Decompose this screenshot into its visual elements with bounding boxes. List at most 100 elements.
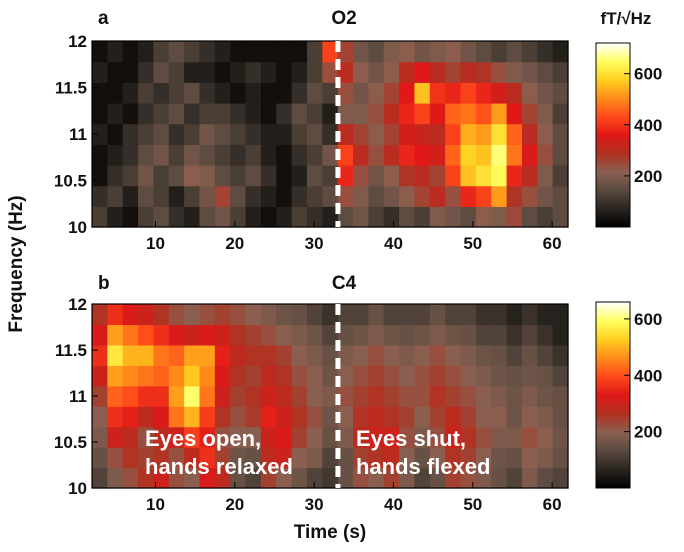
heat-cell xyxy=(122,185,139,207)
heat-cell xyxy=(138,406,155,428)
heat-cell xyxy=(337,206,354,228)
heat-cell xyxy=(306,123,323,145)
heat-cell xyxy=(337,385,354,407)
heat-cell xyxy=(322,185,339,207)
heat-cell xyxy=(337,82,354,104)
heat-cell xyxy=(414,144,431,166)
heat-cell xyxy=(107,467,124,489)
heat-cell xyxy=(429,385,446,407)
y-tick-label: 10.5 xyxy=(54,172,87,191)
heat-cell xyxy=(138,344,155,366)
annotation-hands-flexed: hands flexed xyxy=(356,454,490,479)
heat-cell xyxy=(214,185,231,207)
heat-cell xyxy=(107,385,124,407)
heat-cell xyxy=(306,324,323,346)
heat-cell xyxy=(199,103,216,125)
heat-cell xyxy=(245,82,262,104)
heat-cell xyxy=(168,123,185,145)
heat-cell xyxy=(122,365,139,387)
heat-cell xyxy=(506,206,523,228)
heat-cell xyxy=(353,144,369,166)
heat-cell xyxy=(107,103,124,125)
heat-cell xyxy=(184,324,201,346)
heat-cell xyxy=(353,344,369,366)
heat-cell xyxy=(122,467,139,489)
heat-cell xyxy=(506,344,523,366)
panel-b: b C4 10 10.5 11 11.5 12 10 20 30 40 50 60 200 400 6… xyxy=(54,273,662,514)
heat-cell xyxy=(491,165,508,187)
heat-cell xyxy=(138,82,155,104)
heat-cell xyxy=(230,365,247,387)
heat-cell xyxy=(491,447,508,469)
heat-cell xyxy=(184,103,201,125)
heat-cell xyxy=(460,61,477,83)
heat-cell xyxy=(306,467,323,489)
heat-cell xyxy=(414,385,431,407)
heat-cell xyxy=(460,144,477,166)
heat-cell xyxy=(276,304,293,326)
heat-cell xyxy=(291,344,308,366)
heat-cell xyxy=(276,165,293,187)
heat-cell xyxy=(506,123,523,145)
heat-cell xyxy=(291,304,308,326)
heat-cell xyxy=(276,344,293,366)
heat-cell xyxy=(122,61,139,83)
heat-cell xyxy=(260,344,277,366)
heat-cell xyxy=(184,344,201,366)
panel-a-label: a xyxy=(98,8,109,29)
heat-cell xyxy=(368,447,385,469)
heat-cell xyxy=(122,385,139,407)
y-tick-label: 10.5 xyxy=(54,433,87,452)
heat-cell xyxy=(122,304,139,326)
heat-cell xyxy=(475,185,492,207)
heat-cell xyxy=(122,344,139,366)
heat-cell xyxy=(460,447,477,469)
heat-cell xyxy=(245,144,262,166)
heat-cell xyxy=(122,123,139,145)
heat-cell xyxy=(138,41,155,63)
heat-cell xyxy=(414,324,431,346)
heat-cell xyxy=(168,82,185,104)
heat-cell xyxy=(552,406,569,428)
colorbar-tick-label: 200 xyxy=(634,423,662,442)
heat-cell xyxy=(276,426,293,448)
heat-cell xyxy=(414,406,431,428)
x-ticks-b: 10 20 30 40 50 60 xyxy=(146,482,562,514)
heat-cell xyxy=(107,185,124,207)
heatmap-a xyxy=(92,41,569,228)
heat-cell xyxy=(322,206,339,228)
heat-cell xyxy=(552,385,569,407)
heat-cell xyxy=(138,165,155,187)
heat-cell xyxy=(460,41,477,63)
heat-cell xyxy=(506,365,523,387)
heat-cell xyxy=(337,185,354,207)
heat-cell xyxy=(199,385,216,407)
heat-cell xyxy=(230,344,247,366)
heat-cell xyxy=(107,304,124,326)
heat-cell xyxy=(122,41,139,63)
heat-cell xyxy=(383,206,400,228)
heat-cell xyxy=(306,304,323,326)
colorbar-tick-label: 400 xyxy=(634,116,662,135)
heat-cell xyxy=(337,41,354,63)
heat-cell xyxy=(230,82,247,104)
heat-cell xyxy=(368,385,385,407)
heat-cell xyxy=(153,144,170,166)
heat-cell xyxy=(460,406,477,428)
heat-cell xyxy=(260,185,277,207)
heat-cell xyxy=(138,185,155,207)
heat-cell xyxy=(122,82,139,104)
heat-cell xyxy=(276,41,293,63)
heat-cell xyxy=(399,144,416,166)
heat-cell xyxy=(337,406,354,428)
heat-cell xyxy=(491,426,508,448)
heat-cell xyxy=(92,467,108,489)
heat-cell xyxy=(552,41,569,63)
heat-cell xyxy=(368,426,385,448)
heat-cell xyxy=(184,467,201,489)
heat-cell xyxy=(260,206,277,228)
x-tick-label: 30 xyxy=(305,495,324,514)
heat-cell xyxy=(322,344,339,366)
heat-cell xyxy=(276,103,293,125)
heat-cell xyxy=(306,103,323,125)
